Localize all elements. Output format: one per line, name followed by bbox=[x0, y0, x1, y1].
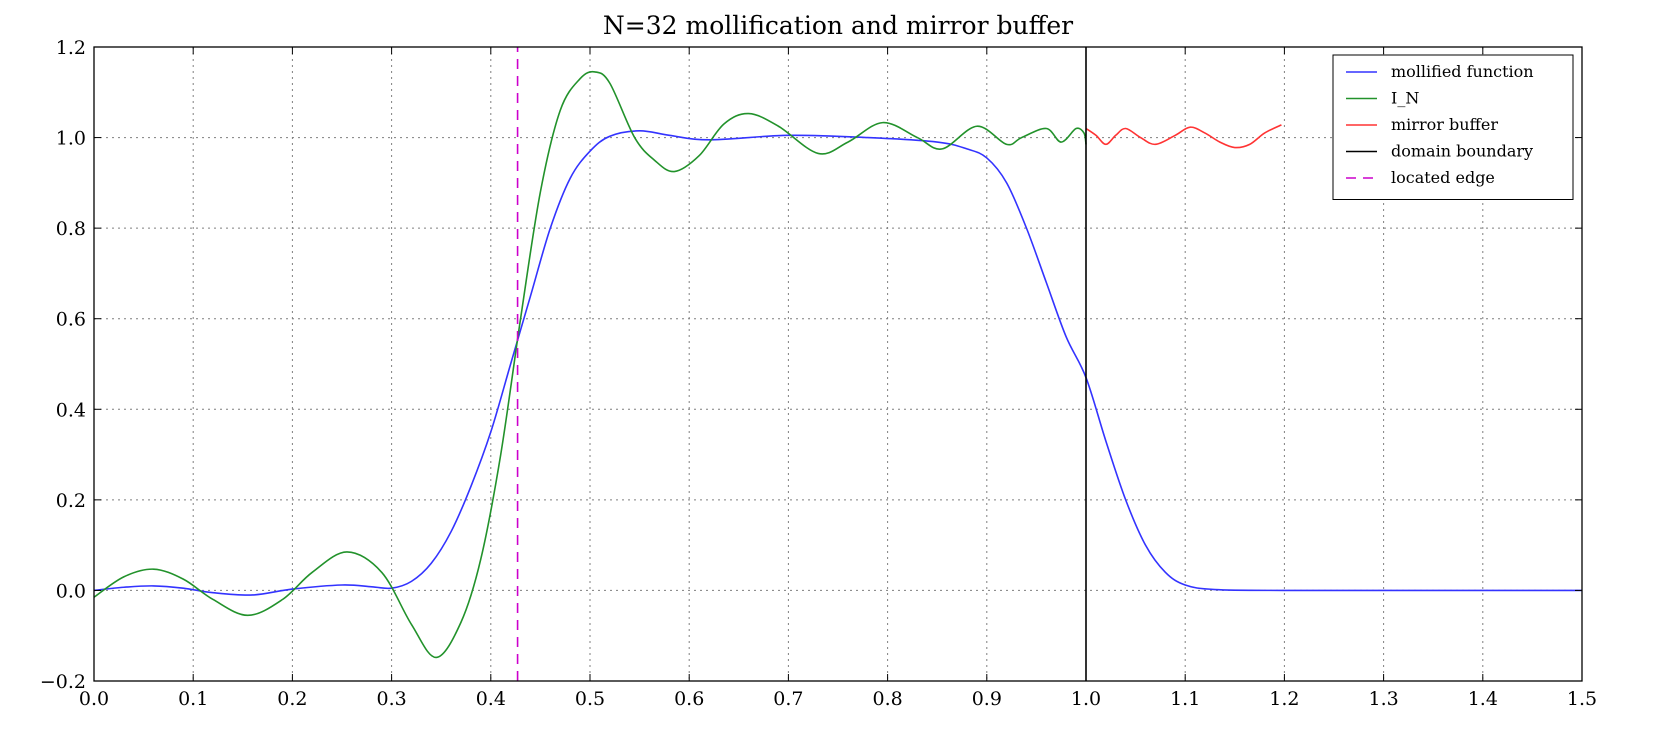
x-tick-label: 1.3 bbox=[1368, 688, 1398, 710]
y-tick-label: 0.0 bbox=[56, 580, 86, 602]
y-tick-label: −0.2 bbox=[40, 671, 86, 693]
y-tick-label: 0.4 bbox=[56, 399, 86, 421]
chart-title: N=32 mollification and mirror buffer bbox=[603, 11, 1073, 40]
x-tick-label: 0.9 bbox=[972, 688, 1002, 710]
series-line-2 bbox=[1085, 124, 1282, 149]
x-tick-label: 1.4 bbox=[1468, 688, 1498, 710]
y-tick-label: 0.8 bbox=[56, 218, 86, 240]
axes-frame bbox=[93, 46, 1583, 682]
y-tick-label: 0.6 bbox=[56, 309, 86, 331]
legend-label: mollified function bbox=[1391, 62, 1534, 81]
x-tick-label: 0.8 bbox=[872, 688, 902, 710]
legend-label: I_N bbox=[1391, 89, 1419, 108]
legend-label: mirror buffer bbox=[1391, 115, 1498, 134]
x-tick-label: 0.6 bbox=[674, 688, 704, 710]
series-line-1 bbox=[93, 70, 1087, 659]
x-tick-label: 0.1 bbox=[178, 688, 208, 710]
legend-label: located edge bbox=[1391, 168, 1495, 187]
x-tick-label: 1.2 bbox=[1269, 688, 1299, 710]
x-tick-label: 0.4 bbox=[476, 688, 506, 710]
y-tick-label: 0.2 bbox=[56, 490, 86, 512]
series-line-0 bbox=[93, 129, 1582, 596]
plot-area bbox=[93, 47, 1582, 681]
x-tick-label: 0.5 bbox=[575, 688, 605, 710]
x-tick-label: 0.0 bbox=[79, 688, 109, 710]
x-tick-label: 1.0 bbox=[1071, 688, 1101, 710]
x-tick-label: 1.5 bbox=[1567, 688, 1597, 710]
x-tick-label: 1.1 bbox=[1170, 688, 1200, 710]
x-tick-label: 0.7 bbox=[773, 688, 803, 710]
x-tick-label: 0.3 bbox=[376, 688, 406, 710]
x-tick-label: 0.2 bbox=[277, 688, 307, 710]
ticks: 0.0 0.1 0.2 0.3 0.4 0.5 0.6 0.7 0.8 0.9 1.0 1.1 1.2 1… bbox=[40, 37, 1597, 710]
legend-box bbox=[1332, 54, 1574, 200]
y-tick-label: 1.0 bbox=[56, 128, 86, 150]
legend-label: domain boundary bbox=[1391, 142, 1533, 161]
y-tick-label: 1.2 bbox=[56, 37, 86, 59]
